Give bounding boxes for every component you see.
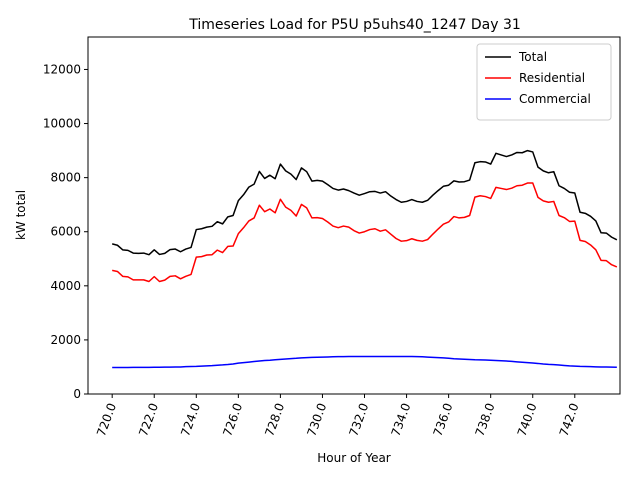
series-line-total (111, 149, 618, 256)
series-line-residential (112, 182, 618, 283)
chart-title: Timeseries Load for P5U p5uhs40_1247 Day… (188, 17, 521, 33)
y-tick-label: 0 (73, 387, 81, 401)
legend-label-total: Total (518, 50, 547, 64)
x-tick-label: 742.0 (557, 401, 582, 438)
series-line-commercial (112, 355, 617, 369)
legend-label-commercial: Commercial (519, 92, 591, 106)
y-tick-label: 4000 (50, 279, 81, 293)
y-tick-label: 6000 (50, 225, 81, 239)
x-tick-label: 736.0 (431, 401, 456, 438)
x-tick-label: 722.0 (136, 401, 161, 438)
x-tick-label: 724.0 (178, 401, 203, 438)
x-tick-label: 720.0 (94, 401, 119, 438)
legend: Total Residential Commercial (476, 43, 612, 121)
legend-label-residential: Residential (519, 71, 585, 85)
x-tick-label: 728.0 (262, 401, 287, 438)
y-tick-label: 2000 (50, 333, 81, 347)
x-tick-label: 738.0 (473, 401, 498, 438)
x-tick-label: 730.0 (304, 401, 329, 438)
y-tick-label: 8000 (50, 171, 81, 185)
x-tick-label: 740.0 (515, 401, 540, 438)
x-tick-label: 732.0 (346, 401, 371, 438)
x-axis-label: Hour of Year (317, 451, 391, 465)
y-tick-label: 12000 (43, 62, 81, 76)
legend-box (476, 43, 612, 121)
y-tick-label: 10000 (43, 117, 81, 131)
y-axis-label: kW total (14, 190, 28, 240)
x-tick-label: 726.0 (220, 401, 245, 438)
plot-frame (87, 36, 621, 395)
series-layer (111, 149, 618, 369)
x-tick-label: 734.0 (388, 401, 413, 438)
